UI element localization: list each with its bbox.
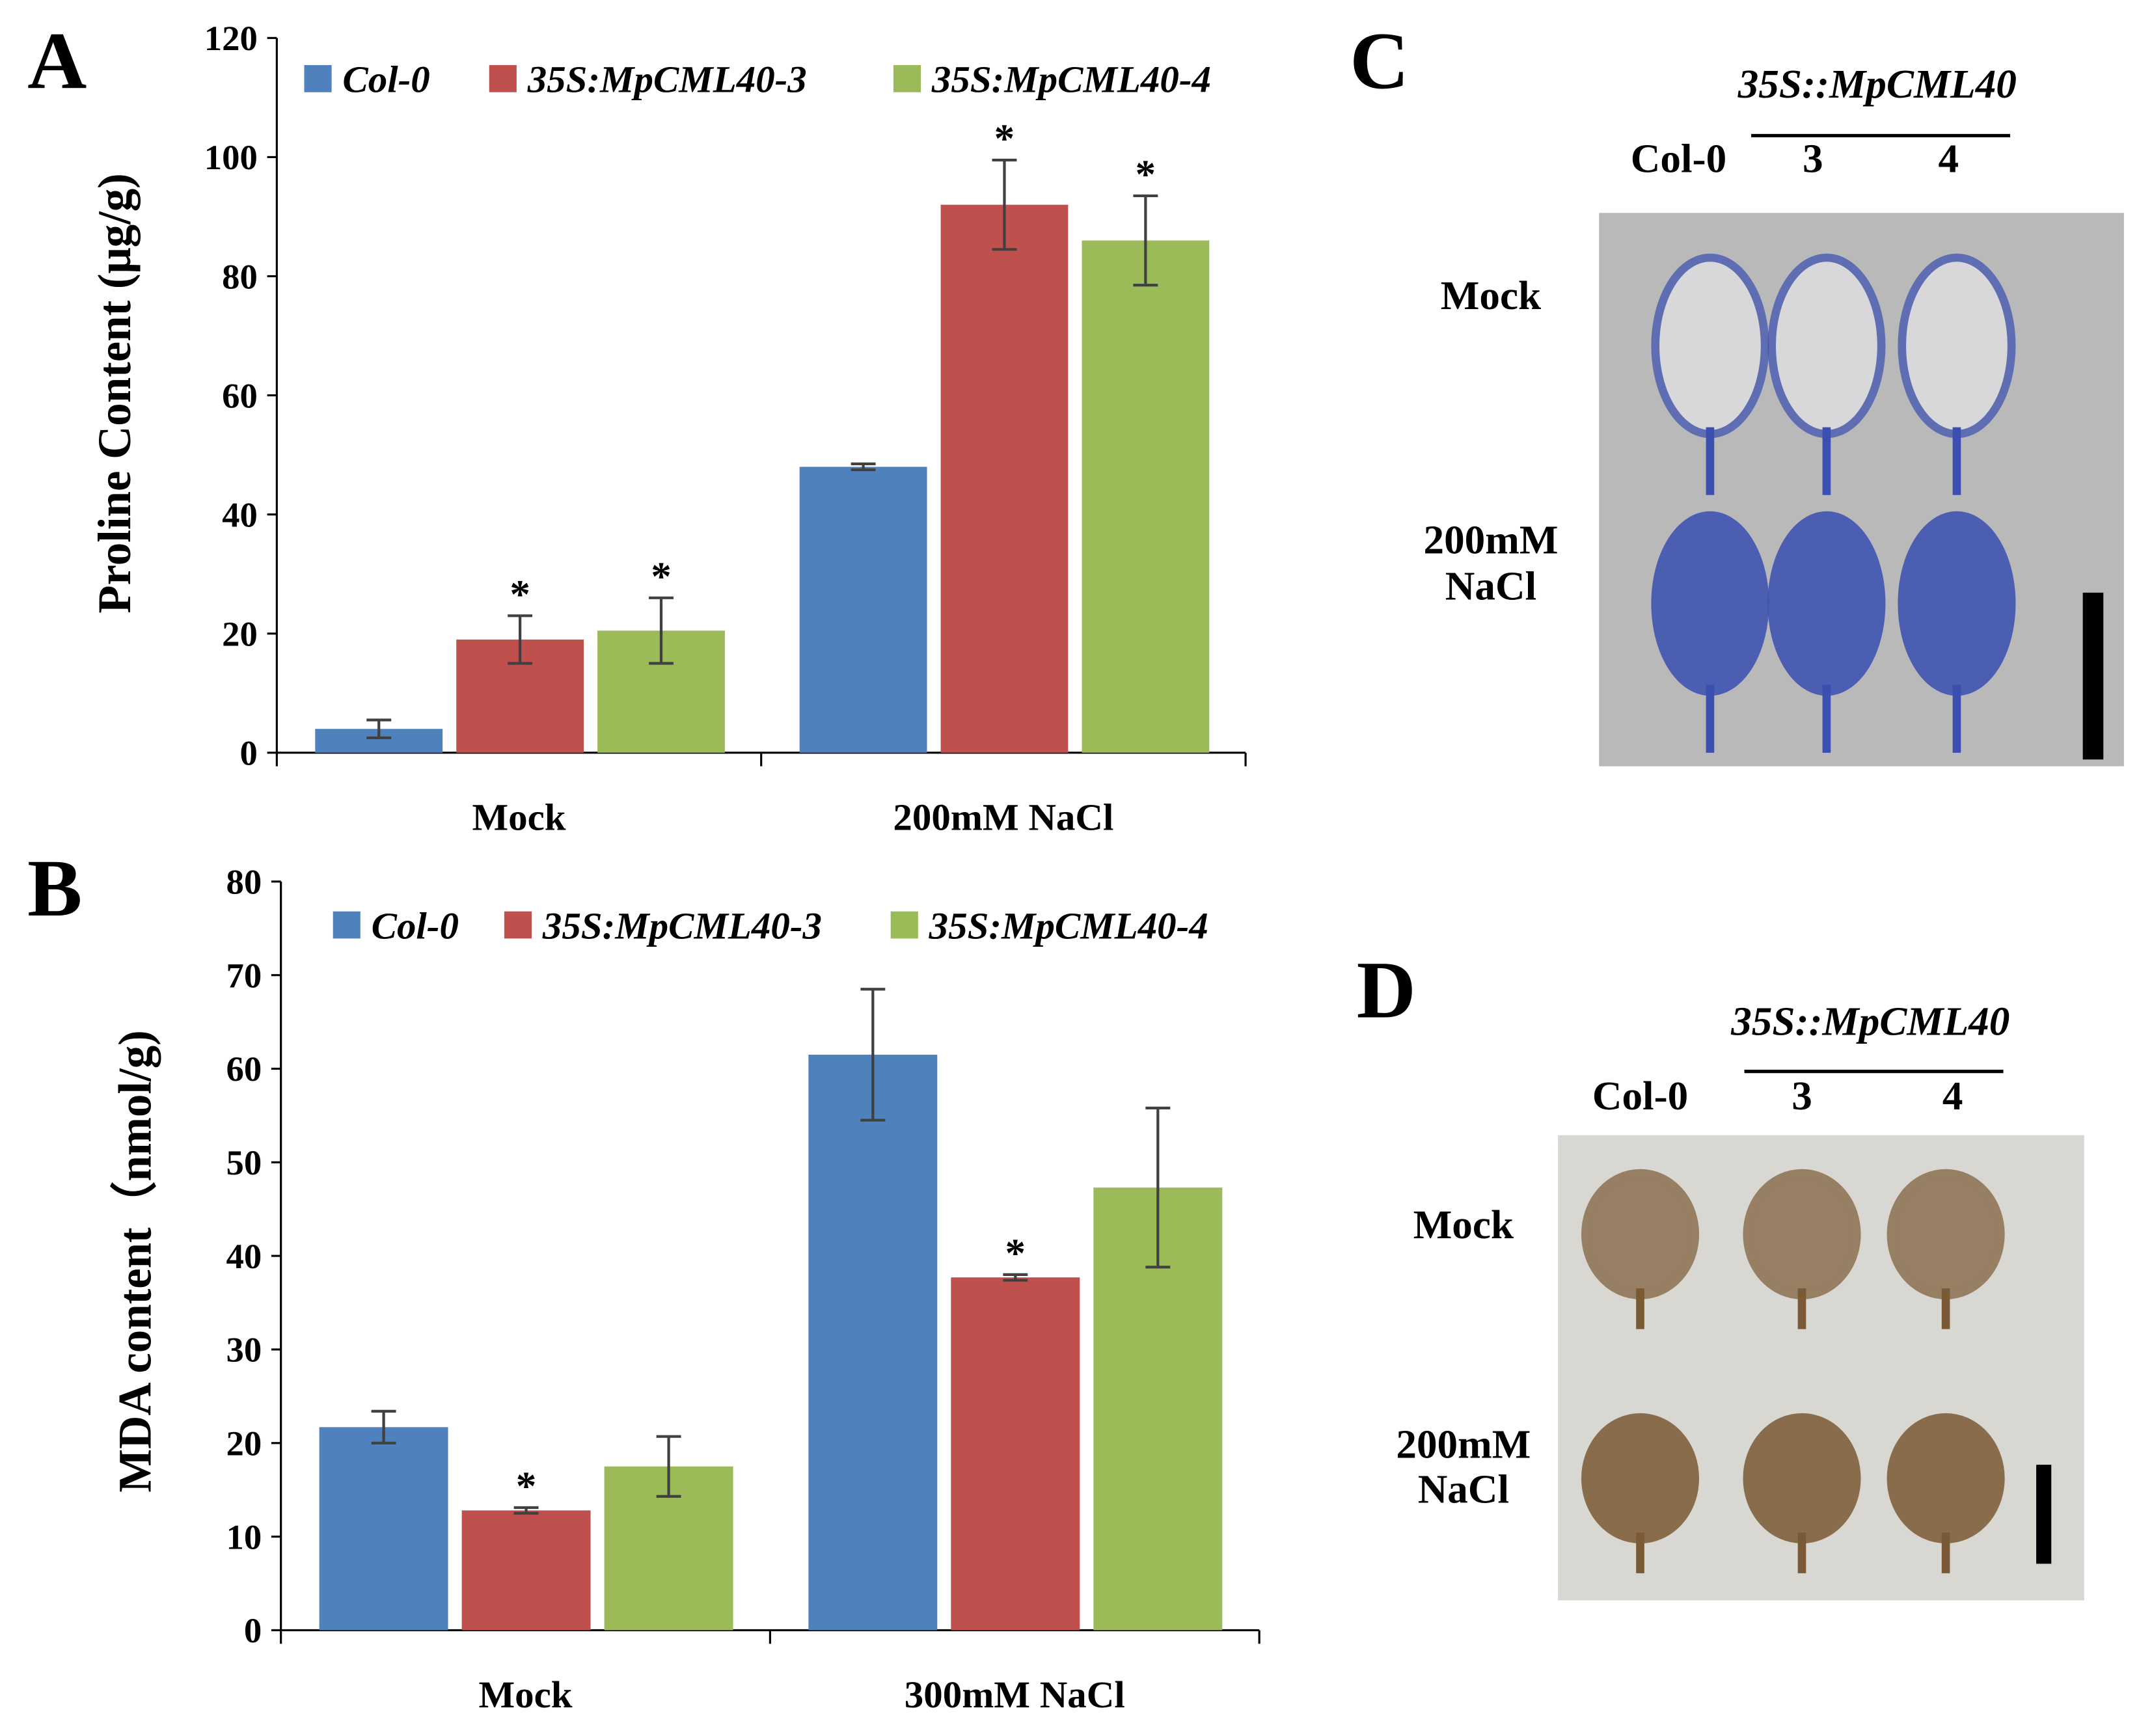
legend-label: 35S:MpCML40-4 bbox=[929, 905, 1208, 947]
significance: * bbox=[510, 571, 530, 617]
error-bar bbox=[508, 614, 533, 665]
error-bar bbox=[992, 158, 1017, 251]
column-label: 3 bbox=[1792, 1073, 1812, 1119]
x-tick-label: 300mM NaCl bbox=[905, 1674, 1125, 1716]
column-label: Col-0 bbox=[1631, 136, 1726, 182]
leaf bbox=[1651, 511, 1769, 696]
row-label: 200mM NaCl bbox=[1424, 517, 1559, 609]
y-tick-label: 80 bbox=[226, 862, 262, 902]
row-label-line: NaCl bbox=[1445, 563, 1536, 609]
y-tick-label: 20 bbox=[222, 614, 258, 654]
y-tick-label: 50 bbox=[226, 1143, 262, 1182]
x-tick-label: Mock bbox=[472, 796, 565, 839]
panel-label: B bbox=[27, 844, 82, 934]
error-bar bbox=[649, 596, 674, 665]
scale-bar bbox=[2082, 592, 2104, 760]
x-tick-label: 200mM NaCl bbox=[893, 796, 1113, 839]
leaf bbox=[1887, 1413, 2005, 1544]
significance: * bbox=[1005, 1230, 1026, 1276]
leaf bbox=[1743, 1413, 1861, 1544]
row-label: Mock bbox=[1413, 1202, 1514, 1247]
bar bbox=[951, 1277, 1080, 1631]
y-axis-label: Proline Content (μg/g) bbox=[90, 173, 141, 613]
error-bar bbox=[1133, 194, 1158, 287]
error-bar bbox=[1145, 1106, 1171, 1269]
legend-label: 35S:MpCML40-4 bbox=[931, 59, 1211, 101]
significance: * bbox=[651, 554, 672, 599]
y-tick-label: 40 bbox=[222, 495, 258, 535]
legend-label: 35S:MpCML40-3 bbox=[542, 905, 822, 947]
error-bar bbox=[371, 1409, 396, 1444]
y-tick-label: 60 bbox=[226, 1049, 262, 1089]
y-tick-label: 100 bbox=[204, 137, 258, 177]
legend-swatch bbox=[304, 65, 332, 92]
panel-label: D bbox=[1357, 945, 1416, 1035]
bar bbox=[799, 467, 927, 753]
bar bbox=[1082, 240, 1210, 753]
y-tick-label: 70 bbox=[226, 956, 262, 996]
row-label-line: 200mM bbox=[1424, 517, 1559, 563]
legend-swatch bbox=[489, 65, 517, 92]
column-label: 3 bbox=[1803, 136, 1823, 182]
leaf bbox=[1767, 253, 1886, 439]
significance: * bbox=[994, 116, 1015, 161]
y-tick-label: 40 bbox=[226, 1236, 262, 1276]
error-bar bbox=[656, 1435, 681, 1498]
group-label: 35S::MpCML40 bbox=[1737, 61, 2017, 107]
legend-swatch bbox=[890, 911, 918, 939]
scale-bar bbox=[2036, 1465, 2052, 1564]
bar bbox=[808, 1054, 938, 1631]
column-label: Col-0 bbox=[1592, 1073, 1688, 1119]
legend-swatch bbox=[504, 911, 532, 939]
y-axis-label: MDA content（nmol/g) bbox=[109, 1030, 161, 1492]
bar bbox=[319, 1427, 448, 1631]
y-tick-label: 10 bbox=[226, 1517, 262, 1557]
y-tick-label: 30 bbox=[226, 1330, 262, 1370]
leaf bbox=[1581, 1413, 1700, 1544]
legend-label: Col-0 bbox=[372, 905, 459, 947]
row-label: Mock bbox=[1441, 273, 1541, 319]
y-tick-label: 60 bbox=[222, 376, 258, 416]
legend-label: Col-0 bbox=[342, 59, 429, 101]
significance: * bbox=[1136, 152, 1156, 197]
leaf bbox=[1651, 253, 1769, 439]
row-label: 200mM NaCl bbox=[1396, 1422, 1531, 1512]
row-label-line: NaCl bbox=[1418, 1467, 1509, 1512]
column-label: 4 bbox=[1939, 136, 1959, 182]
error-bar bbox=[1003, 1273, 1028, 1282]
panel-label: C bbox=[1350, 16, 1409, 106]
y-tick-label: 80 bbox=[222, 257, 258, 297]
error-bar bbox=[366, 718, 392, 740]
row-label-line: 200mM bbox=[1396, 1422, 1531, 1467]
y-tick-label: 20 bbox=[226, 1424, 262, 1463]
leaf bbox=[1898, 511, 2016, 696]
legend-swatch bbox=[333, 911, 361, 939]
leaf bbox=[1887, 1169, 2005, 1299]
bar bbox=[461, 1510, 591, 1631]
y-tick-label: 120 bbox=[204, 18, 258, 58]
group-label: 35S::MpCML40 bbox=[1730, 999, 2010, 1044]
column-label: 4 bbox=[1942, 1073, 1963, 1119]
leaf bbox=[1767, 511, 1886, 696]
legend-label: 35S:MpCML40-3 bbox=[527, 59, 807, 101]
y-tick-label: 0 bbox=[244, 1610, 262, 1650]
leaf bbox=[1581, 1169, 1700, 1299]
significance: * bbox=[516, 1463, 537, 1509]
error-bar bbox=[513, 1506, 539, 1515]
legend-swatch bbox=[893, 65, 921, 92]
x-tick-label: Mock bbox=[478, 1674, 572, 1716]
panel-label: A bbox=[27, 16, 87, 106]
leaf bbox=[1898, 253, 2016, 439]
y-tick-label: 0 bbox=[239, 733, 257, 773]
error-bar bbox=[851, 462, 876, 472]
error-bar bbox=[860, 988, 886, 1122]
leaf bbox=[1743, 1169, 1861, 1299]
bar bbox=[940, 204, 1069, 753]
